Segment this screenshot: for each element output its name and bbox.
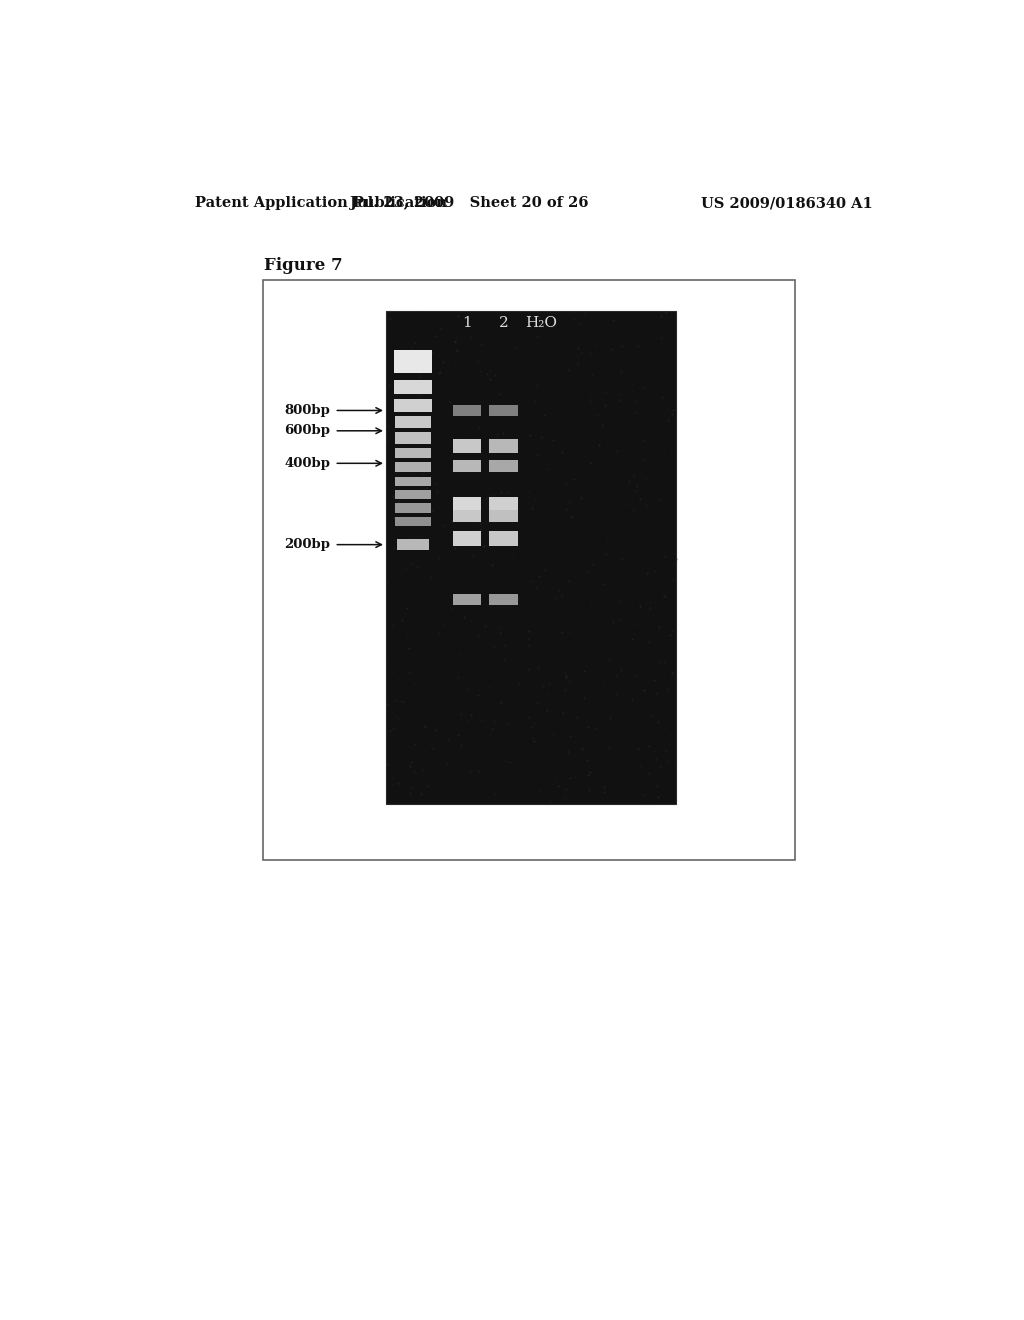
- Bar: [489, 461, 518, 473]
- Bar: [394, 447, 431, 458]
- Bar: [263, 280, 795, 859]
- Bar: [386, 312, 676, 804]
- Text: Jul. 23, 2009   Sheet 20 of 26: Jul. 23, 2009 Sheet 20 of 26: [350, 197, 589, 210]
- Bar: [453, 531, 481, 546]
- Text: Patent Application Publication: Patent Application Publication: [196, 197, 447, 210]
- Bar: [489, 594, 518, 605]
- Bar: [394, 477, 431, 486]
- Bar: [394, 490, 431, 499]
- Text: Exon 6: Exon 6: [612, 510, 664, 523]
- Bar: [397, 539, 429, 550]
- Text: 800bp: 800bp: [285, 404, 331, 417]
- Bar: [489, 510, 518, 523]
- Bar: [489, 531, 518, 546]
- Bar: [394, 462, 431, 473]
- Text: Exon 4: Exon 4: [612, 593, 664, 606]
- Bar: [394, 416, 431, 428]
- Text: 1: 1: [462, 315, 472, 330]
- Text: 600bp: 600bp: [285, 424, 331, 437]
- Bar: [394, 503, 431, 512]
- Text: 2: 2: [499, 315, 508, 330]
- Bar: [453, 405, 481, 416]
- Text: 200bp: 200bp: [285, 539, 331, 552]
- Text: 400bp: 400bp: [285, 457, 331, 470]
- Bar: [394, 433, 431, 444]
- Text: H₂O: H₂O: [524, 315, 557, 330]
- Text: Exon 7B: Exon 7B: [612, 440, 674, 453]
- Bar: [394, 380, 432, 395]
- Bar: [453, 510, 481, 523]
- Text: Figure 7: Figure 7: [264, 256, 343, 273]
- Bar: [394, 351, 432, 372]
- Text: US 2009/0186340 A1: US 2009/0186340 A1: [700, 197, 872, 210]
- Bar: [453, 594, 481, 605]
- Bar: [394, 516, 431, 525]
- Text: Exon 2: Exon 2: [612, 532, 664, 545]
- Bar: [489, 405, 518, 416]
- Bar: [453, 461, 481, 473]
- Bar: [453, 440, 481, 453]
- Bar: [489, 440, 518, 453]
- Bar: [489, 496, 518, 511]
- Text: Exon 7A: Exon 7A: [612, 459, 674, 474]
- Bar: [453, 496, 481, 511]
- Bar: [394, 399, 432, 412]
